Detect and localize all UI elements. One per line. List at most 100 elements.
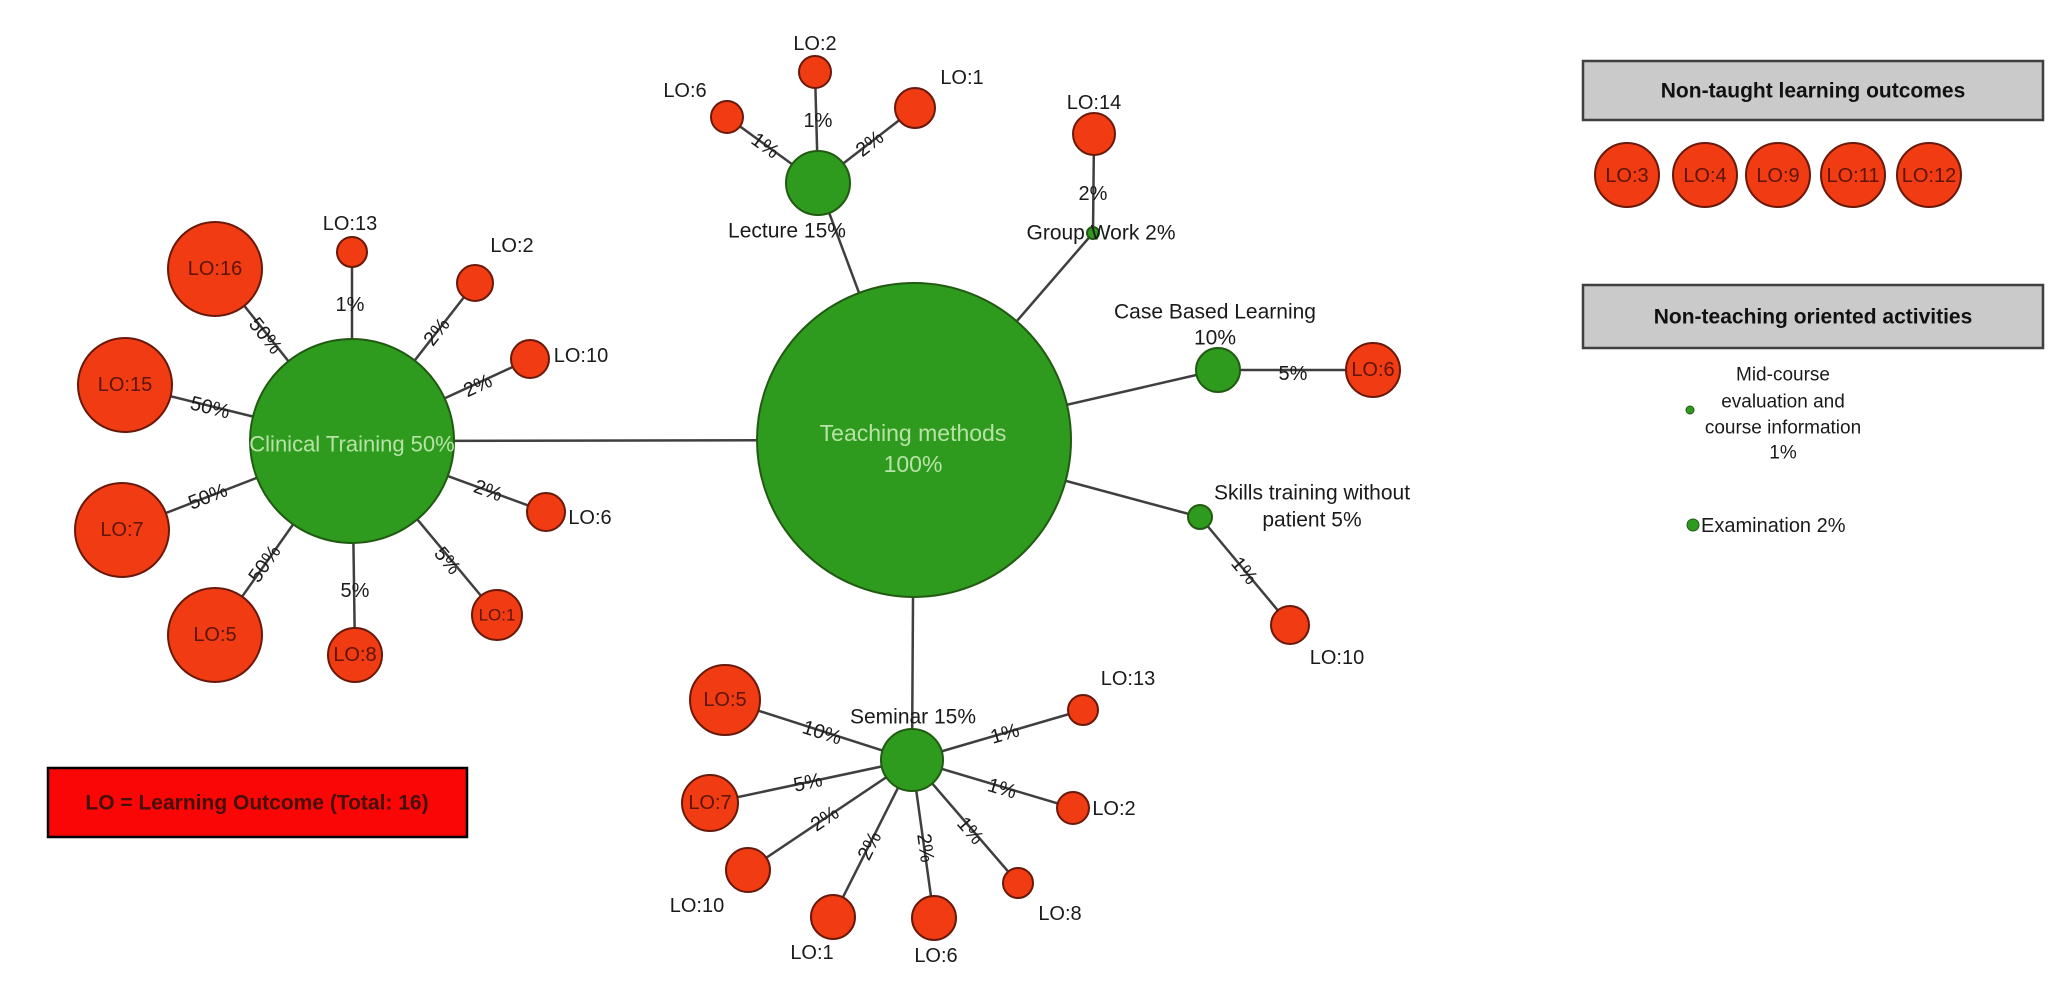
lo-key-box <box>46 766 469 839</box>
node-seminar-lo-6 <box>911 895 957 941</box>
hub-label-lecture-0: Lecture 15% <box>728 220 846 243</box>
node-label-clinical-lo-6: LO:6 <box>568 507 611 529</box>
legend-non-taught-title: Non-taught learning outcomes <box>1661 80 1966 103</box>
edge-pct-clinical-lo-8: 5% <box>341 580 370 602</box>
node-clinical-lo-13 <box>336 236 368 268</box>
edge-pct-seminar-lo-2: 1% <box>985 774 1019 803</box>
node-clinical-lo-7 <box>74 482 170 578</box>
node-label-lecture-lo-2: LO:2 <box>793 33 836 55</box>
node-seminar-lo-13 <box>1067 694 1099 726</box>
node-seminar-lo-1 <box>810 894 856 940</box>
node-label-seminar-lo-5: LO:5 <box>703 689 746 711</box>
node-label-clinical-lo-8: LO:8 <box>333 644 376 666</box>
node-label-clinical-lo-13: LO:13 <box>323 213 377 235</box>
node-clinical-lo-15 <box>77 337 173 433</box>
edge-pct-seminar-lo-7: 5% <box>792 769 825 797</box>
node-label-clinical-lo-10: LO:10 <box>554 345 608 367</box>
edge-pct-clinical-lo-15: 50% <box>188 393 232 424</box>
edge-pct-clinical-lo-2: 2% <box>419 314 454 350</box>
node-label-seminar-lo-10: LO:10 <box>670 895 724 917</box>
edge-pct-clinical-lo-7: 50% <box>185 479 230 514</box>
node-clinical-lo-6 <box>526 492 566 532</box>
node-label-clinical-lo-1: LO:1 <box>479 606 516 625</box>
hub-label-teaching-1: 100% <box>884 451 943 477</box>
legend-circle-lo11 <box>1820 142 1886 208</box>
node-label-clinical-lo-15: LO:15 <box>98 374 152 396</box>
node-seminar-lo-7 <box>681 774 739 832</box>
hub-label-skills-1: patient 5% <box>1262 509 1361 532</box>
node-clinical-lo-2 <box>456 264 494 302</box>
node-clinical-lo-5 <box>167 587 263 683</box>
edge-pct-clinical-lo-6: 2% <box>471 476 506 507</box>
hub-label-cbl-1: 10% <box>1194 327 1236 350</box>
edge-pct-seminar-lo-6: 2% <box>912 832 938 864</box>
hub-teaching <box>756 282 1072 598</box>
legend-circle-lo9 <box>1745 142 1811 208</box>
edge-pct-groupwork-lo-14: 2% <box>1079 183 1108 205</box>
examination-dot <box>1686 518 1700 532</box>
legend-label-lo11: LO:11 <box>1827 165 1880 187</box>
node-seminar-lo-8 <box>1002 867 1034 899</box>
lo-key: LO = Learning Outcome (Total: 16) <box>46 766 469 839</box>
hub-clinical <box>249 338 455 544</box>
hub-seminar <box>880 728 944 792</box>
edge-pct-clinical-lo-13: 1% <box>336 294 365 316</box>
node-label-lecture-lo-1: LO:1 <box>940 67 983 89</box>
edge-skills-lo-10 <box>1199 516 1291 626</box>
edge-seminar-lo-7 <box>709 758 913 805</box>
hub-label-clinical-0: Clinical Training 50% <box>249 432 454 457</box>
hub-label-seminar-0: Seminar 15% <box>850 706 976 729</box>
node-lecture-lo-2 <box>798 55 832 89</box>
edge-pct-clinical-lo-1: 5% <box>429 543 465 579</box>
midcourse-line-2: evaluation and <box>1721 392 1845 413</box>
legend-non-teaching: Non-teaching oriented activities Mid-cou… <box>1581 283 2045 537</box>
node-cbl-lo-6 <box>1345 342 1401 398</box>
hub-lecture <box>785 150 851 216</box>
edge-pct-seminar-lo-1: 2% <box>854 828 887 864</box>
edge-pct-cbl-lo-6: 5% <box>1279 363 1308 385</box>
node-seminar-lo-10 <box>725 847 771 893</box>
legend-label-lo3: LO:3 <box>1605 165 1648 187</box>
edge-pct-seminar-lo-13: 1% <box>988 719 1022 748</box>
midcourse-line-1: Mid-course <box>1736 365 1830 386</box>
hub-label-cbl-0: Case Based Learning <box>1114 301 1316 324</box>
legend-non-taught: Non-taught learning outcomes LO:3 LO:4 L… <box>1581 59 2045 208</box>
node-label-lecture-lo-6: LO:6 <box>663 80 706 102</box>
node-clinical-lo-16 <box>167 221 263 317</box>
legend-circle-lo4 <box>1672 142 1738 208</box>
examination-label: Examination 2% <box>1701 515 1846 537</box>
hub-label-teaching-0: Teaching methods <box>820 420 1007 446</box>
node-clinical-lo-10 <box>510 339 550 379</box>
lo-key-label: LO = Learning Outcome (Total: 16) <box>85 792 428 815</box>
node-label-seminar-lo-7: LO:7 <box>688 792 731 814</box>
node-skills-lo-10 <box>1270 605 1310 645</box>
edge-pct-seminar-lo-5: 10% <box>800 716 845 749</box>
edge-pct-seminar-lo-8: 1% <box>952 813 988 849</box>
node-label-skills-lo-10: LO:10 <box>1310 647 1364 669</box>
node-label-seminar-lo-1: LO:1 <box>790 942 833 964</box>
hub-cbl <box>1195 347 1241 393</box>
legend-circle-lo3 <box>1594 142 1660 208</box>
hub-skills <box>1187 504 1213 530</box>
nodes-layer <box>74 55 1401 941</box>
edge-pct-lecture-lo-2: 1% <box>804 110 833 132</box>
node-label-cbl-lo-6: LO:6 <box>1351 359 1394 381</box>
edge-pct-clinical-lo-10: 2% <box>460 370 496 402</box>
node-label-clinical-lo-7: LO:7 <box>100 519 143 541</box>
midcourse-dot <box>1685 405 1695 415</box>
hub-label-skills-0: Skills training without <box>1214 482 1410 505</box>
node-clinical-lo-1 <box>471 589 523 641</box>
node-label-seminar-lo-2: LO:2 <box>1092 798 1135 820</box>
hub-groupwork <box>1086 226 1100 240</box>
legend-label-lo9: LO:9 <box>1756 165 1799 187</box>
legend-non-teaching-title: Non-teaching oriented activities <box>1654 306 1973 329</box>
node-groupwork-lo-14 <box>1072 112 1116 156</box>
edge-pct-seminar-lo-10: 2% <box>807 802 843 837</box>
midcourse-line-3: course information <box>1705 418 1861 439</box>
node-seminar-lo-5 <box>689 664 761 736</box>
node-label-seminar-lo-6: LO:6 <box>914 945 957 967</box>
node-label-seminar-lo-8: LO:8 <box>1038 903 1081 925</box>
legend-circle-lo12 <box>1896 142 1962 208</box>
